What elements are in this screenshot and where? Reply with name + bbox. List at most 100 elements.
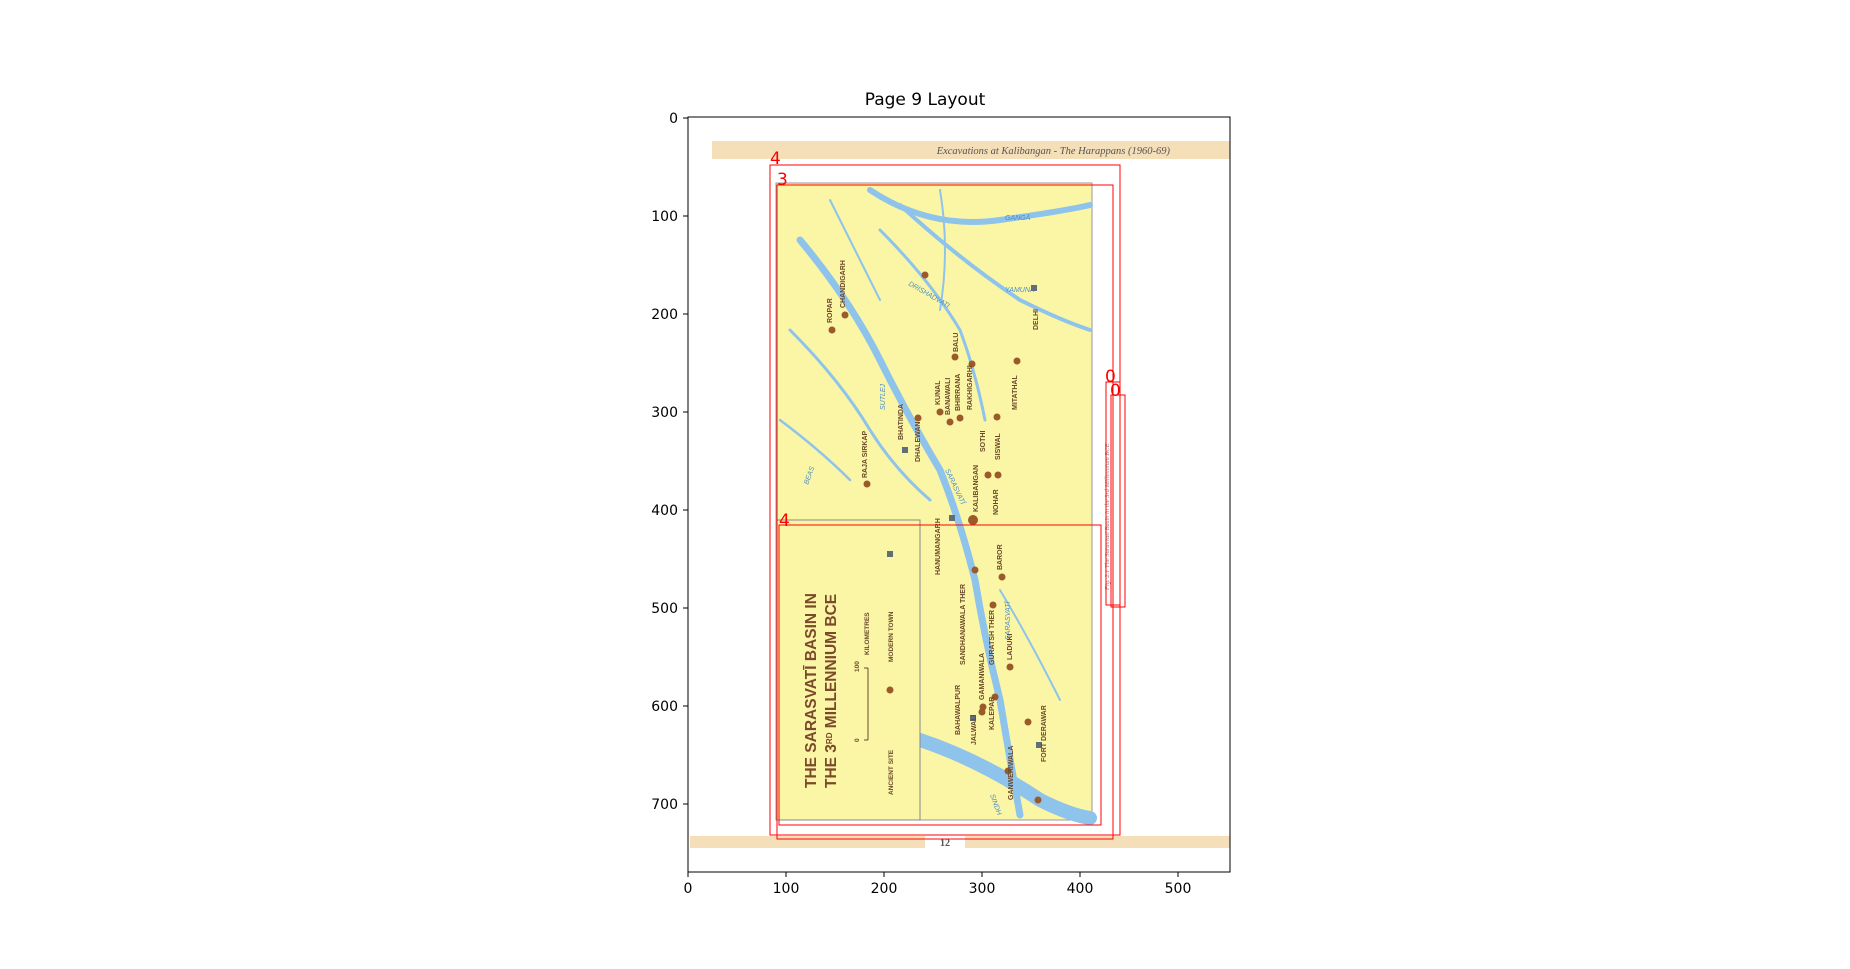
legend-title-prefix: THE 3 [823, 744, 840, 788]
tributary-1 [829, 199, 881, 301]
legend-title-sup: RD [825, 732, 834, 744]
place-label: FORT DERAWAR [1041, 705, 1048, 762]
x-axis: 0 100 200 300 400 500 [684, 872, 1192, 897]
side-caption: Fig. 2.1 The Sarasvati Basin in the 3rd … [1104, 443, 1111, 591]
y-tick-label: 200 [651, 307, 678, 323]
layout-box-label: 3 [777, 170, 788, 190]
site-marker [828, 326, 836, 334]
site-marker [984, 471, 992, 479]
place-label: BAHAWALPUR [955, 685, 962, 735]
site-marker [921, 271, 929, 279]
site-marker [914, 414, 922, 422]
river-beas [778, 418, 852, 482]
x-tick-label: 500 [1165, 881, 1192, 897]
layout-box [1110, 394, 1126, 608]
site-marker [1006, 663, 1014, 671]
river-label: YAMUNĀ [1005, 286, 1035, 294]
place-label: CHANDIGARH [840, 260, 847, 308]
place-label: KALIBANGAN [973, 465, 980, 512]
tributary-3 [999, 589, 1061, 701]
site-marker [989, 601, 997, 609]
layout-box-label: 0 [1105, 367, 1116, 387]
legend-title-line1: THE SARASVATĪ BASIN IN [803, 593, 820, 788]
axes-frame [687, 116, 1231, 873]
town-marker [1031, 285, 1037, 291]
layout-boxes [769, 164, 1126, 840]
river-drishadvati [878, 228, 987, 422]
scale-zero: 0 [854, 738, 861, 742]
town-marker [970, 715, 976, 721]
layout-box [1105, 381, 1121, 606]
site-marker [1004, 767, 1012, 775]
site-marker [978, 708, 986, 716]
place-label: GURATSH THER [989, 610, 996, 665]
x-tick-label: 400 [1067, 881, 1094, 897]
y-axis: 0 100 200 300 400 500 600 700 [651, 111, 688, 813]
site-marker [968, 515, 978, 525]
place-label: DHALEWAN [915, 422, 922, 462]
place-label: BHATINDA [898, 404, 905, 440]
y-tick-label: 300 [651, 405, 678, 421]
running-header: Excavations at Kalibangan - The Harappan… [936, 146, 1171, 157]
legend-panel [776, 519, 921, 821]
place-label: BHIRRANA [955, 374, 962, 411]
place-label: HANUMANGARH [935, 518, 942, 575]
map-legend: THE SARASVATĪ BASIN IN THE 3RD MILLENNIU… [776, 519, 921, 821]
page-number-box [925, 834, 965, 850]
site-marker [998, 573, 1006, 581]
place-label: KUNAL [935, 380, 942, 405]
site-marker [936, 408, 944, 416]
site-marker [993, 413, 1001, 421]
site-marker [1024, 718, 1032, 726]
y-tick-label: 500 [651, 601, 678, 617]
place-label: JALWALI [971, 715, 978, 745]
river-sutlej [788, 328, 932, 502]
y-tick-label: 400 [651, 503, 678, 519]
tributary-2 [939, 189, 946, 311]
x-tick-label: 300 [969, 881, 996, 897]
place-label: KALEPAR [989, 697, 996, 730]
river-label: SARASVATĪ [1004, 601, 1012, 640]
x-tick-label: 0 [684, 881, 693, 897]
place-label: BALU [953, 333, 960, 352]
place-label: LADUKI [1007, 634, 1014, 660]
legend-title-suffix: MILLENNIUM BCE [823, 594, 840, 733]
place-label: SANDHANAWALA THER [960, 584, 967, 665]
site-marker [1013, 357, 1021, 365]
place-label: NOHAR [993, 489, 1000, 515]
site-marker [841, 311, 849, 319]
town-marker [1036, 742, 1042, 748]
site-marker [951, 353, 959, 361]
scale-max: 100 [854, 661, 861, 672]
map: GANGĀ YAMUNĀ DRISHADVATI SUTLEJ BEAS SAR… [775, 182, 1097, 825]
y-tick-label: 700 [651, 797, 678, 813]
site-marker [991, 693, 999, 701]
layout-box-label: 0 [1110, 381, 1121, 401]
river-label: GANGĀ [1005, 214, 1031, 222]
legend-site-symbol [886, 686, 894, 694]
place-label: DELHI [1033, 309, 1040, 330]
place-label: MITATHAL [1012, 375, 1019, 410]
legend-title-line2: THE 3RD MILLENNIUM BCE [823, 594, 840, 788]
river-sarasvati [796, 236, 1024, 819]
x-tick-label: 200 [871, 881, 898, 897]
y-tick-label: 100 [651, 209, 678, 225]
place-label: GANWERIWALA [1008, 746, 1015, 800]
page-scan: Excavations at Kalibangan - The Harappan… [688, 117, 1230, 872]
place-label: SOTHI [980, 431, 987, 452]
y-tick-label: 0 [669, 111, 678, 127]
site-marker [994, 471, 1002, 479]
legend-town-symbol [887, 551, 893, 557]
legend-modern-town: MODERN TOWN [888, 611, 895, 662]
place-label: SISWAL [995, 432, 1002, 460]
layout-box [778, 524, 1102, 826]
layout-box-label: 4 [770, 149, 781, 169]
header-band [712, 141, 1230, 159]
site-marker [956, 414, 964, 422]
site-marker [946, 418, 954, 426]
page-number: 12 [940, 838, 950, 849]
town-marker [902, 447, 908, 453]
site-marker [863, 480, 871, 488]
place-label: ROPAR [827, 298, 834, 323]
